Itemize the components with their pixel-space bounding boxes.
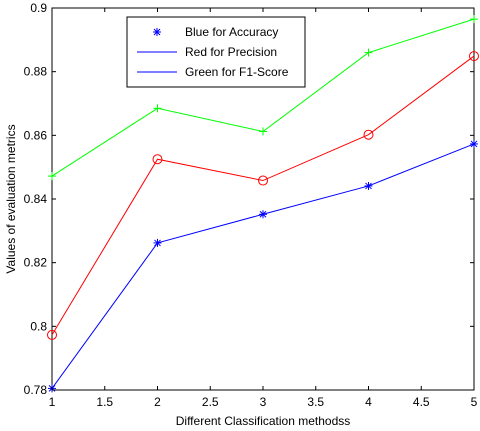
legend-label-1: Blue for Accuracy — [185, 25, 278, 39]
series-1-point-3 — [259, 210, 267, 219]
x-axis-label: Different Classification methodss — [176, 414, 351, 428]
y-tick-label: 0.82 — [24, 256, 48, 270]
series-1-point-4 — [364, 181, 373, 190]
y-tick-label: 0.78 — [24, 383, 48, 397]
x-tick-label: 2.5 — [202, 395, 219, 409]
series-3-point-2 — [153, 104, 162, 113]
legend-label-3: Green for F1-Score — [185, 65, 289, 79]
y-tick-label: 0.8 — [30, 319, 47, 333]
series-layer — [47, 15, 479, 393]
x-tick-label: 3 — [260, 395, 267, 409]
y-axis-label: Values of evaluation metrics — [4, 124, 18, 273]
legend-marker-1 — [153, 28, 161, 36]
legend: Blue for Accuracy Red for Precision Green … — [126, 16, 306, 88]
x-tick-label: 3.5 — [307, 395, 324, 409]
series-2-point-5 — [469, 51, 479, 62]
x-tick-label: 4.5 — [413, 395, 430, 409]
series-2-point-2 — [152, 154, 163, 165]
series-3-point-5 — [470, 15, 478, 24]
y-tick-label: 0.84 — [24, 192, 48, 206]
y-tick-label: 0.9 — [30, 1, 47, 15]
series-2-point-4 — [363, 129, 374, 140]
series-3-point-1 — [48, 172, 56, 181]
ticks-layer: 1 1.5 2 2.5 3 3.5 4 4.5 5 0.78 0.8 0.82 0.84 0.86 0.88… — [24, 1, 478, 409]
x-tick-label: 1 — [49, 395, 56, 409]
legend-label-2: Red for Precision — [185, 45, 277, 59]
x-tick-label: 1.5 — [96, 395, 113, 409]
series-1-point-5 — [470, 139, 478, 148]
series-1-point-2 — [153, 238, 162, 247]
series-3-point-3 — [259, 127, 267, 136]
x-tick-label: 2 — [154, 395, 161, 409]
series-2-point-1 — [47, 329, 57, 340]
series-2-point-3 — [258, 175, 268, 186]
x-tick-label: 4 — [365, 395, 372, 409]
x-tick-label: 5 — [471, 395, 478, 409]
y-tick-label: 0.88 — [24, 65, 48, 79]
y-tick-label: 0.86 — [24, 128, 48, 142]
series-line-2 — [51, 55, 475, 336]
series-3-point-4 — [364, 48, 373, 57]
